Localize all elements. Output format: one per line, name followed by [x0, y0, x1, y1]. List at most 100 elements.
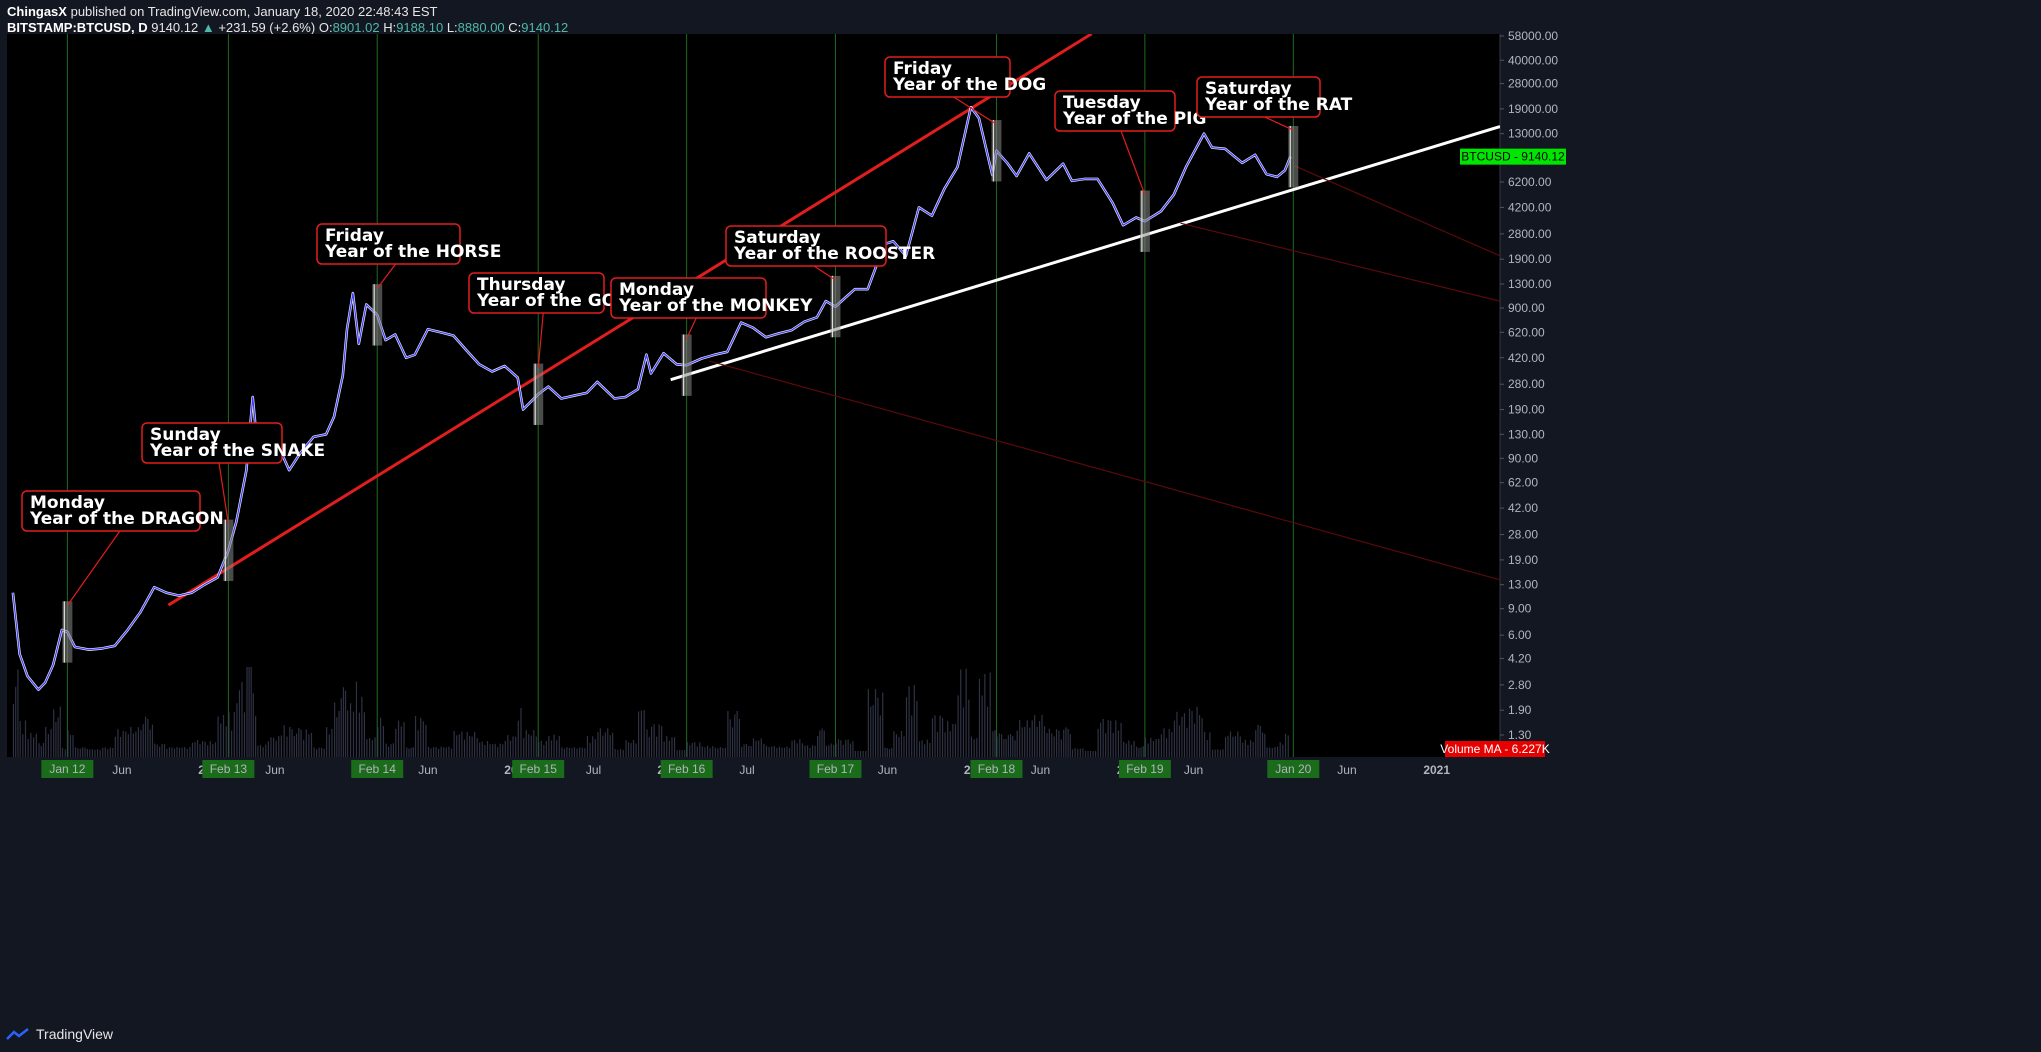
volume-bar	[714, 747, 716, 757]
new-year-marker-label: Feb 19	[1126, 762, 1164, 776]
volume-bar	[535, 736, 537, 757]
volume-bar	[666, 735, 668, 757]
volume-bar	[1217, 749, 1219, 757]
volume-bar	[275, 740, 277, 757]
volume-bar	[870, 706, 872, 757]
volume-bar	[538, 742, 540, 757]
volume-bar	[840, 740, 842, 757]
volume-bar	[540, 740, 542, 757]
close-value: 9140.12	[521, 20, 569, 35]
volume-bar	[163, 744, 166, 757]
volume-bar	[194, 742, 196, 757]
volume-bar	[1269, 747, 1271, 757]
volume-bar	[40, 745, 42, 757]
volume-bar	[417, 730, 419, 757]
volume-bar	[835, 743, 837, 757]
volume-bar	[691, 742, 693, 757]
volume-bar	[981, 695, 983, 757]
volume-bar	[558, 736, 560, 757]
volume-bar	[602, 735, 604, 757]
volume-bar	[497, 747, 499, 757]
volume-bar	[849, 743, 852, 757]
volume-bar	[929, 742, 931, 757]
x-tick-label: Jul	[586, 763, 601, 777]
volume-bar	[801, 743, 804, 757]
volume-badge	[1445, 741, 1545, 757]
volume-bar	[212, 744, 214, 757]
volume-bar	[686, 741, 688, 757]
volume-bar	[466, 732, 468, 757]
volume-bar	[1191, 710, 1193, 757]
volume-bar	[214, 742, 217, 757]
volume-bar	[877, 697, 879, 757]
callout-day: Saturday	[1205, 79, 1292, 99]
volume-bar	[676, 750, 678, 757]
callout-pointer	[66, 530, 121, 606]
volume-bar	[589, 742, 591, 757]
volume-bar	[783, 747, 786, 757]
volume-bar	[1055, 729, 1058, 757]
volume-bar	[30, 732, 32, 757]
volume-bar	[704, 747, 706, 757]
volume-bar	[1271, 748, 1273, 757]
author-name[interactable]: ChingasX	[7, 4, 67, 19]
volume-bar	[617, 749, 619, 757]
callout-pointer	[953, 96, 997, 125]
volume-bar	[504, 740, 506, 757]
volume-bar	[1140, 747, 1142, 757]
volume-bar	[1186, 727, 1188, 757]
volume-bar	[119, 736, 122, 757]
volume-bar	[968, 699, 970, 757]
y-tick-label: 28000.00	[1508, 77, 1558, 91]
volume-bar	[970, 736, 973, 757]
y-tick-label: 280.00	[1508, 377, 1545, 391]
volume-bar	[347, 710, 349, 757]
volume-bar	[586, 735, 589, 757]
y-tick-label: 4200.00	[1508, 200, 1552, 214]
volume-bar	[755, 740, 757, 757]
symbol-label[interactable]: BITSTAMP:BTCUSD, D	[7, 20, 148, 35]
volume-bar	[847, 739, 849, 757]
open-value: 8901.02	[332, 20, 380, 35]
volume-bar	[217, 716, 219, 757]
volume-bar	[67, 730, 69, 757]
volume-bar	[926, 739, 928, 757]
volume-bar	[77, 748, 79, 757]
low-value: 8880.00	[457, 20, 505, 35]
volume-bar	[79, 748, 81, 757]
trendline-darkred	[1180, 222, 1500, 302]
publish-info: published on TradingView.com, January 18…	[70, 4, 438, 19]
callout-day: Friday	[325, 226, 384, 246]
volume-bar	[228, 712, 230, 757]
volume-bar	[499, 743, 501, 757]
volume-bar	[874, 688, 877, 757]
volume-bar	[1252, 741, 1254, 757]
volume-bar	[1181, 716, 1183, 757]
volume-bar	[523, 738, 525, 757]
volume-bar	[430, 748, 432, 757]
volume-bar	[270, 737, 272, 757]
volume-bar	[458, 734, 460, 757]
volume-bar	[650, 726, 653, 757]
volume-bar	[397, 720, 400, 757]
volume-bar	[553, 734, 555, 757]
volume-bar	[921, 740, 923, 757]
volume-bar	[1048, 728, 1050, 757]
up-arrow-icon: ▲	[201, 20, 215, 35]
volume-bar	[22, 734, 24, 757]
volume-bar	[908, 686, 910, 757]
volume-bar	[293, 736, 295, 757]
volume-bar	[752, 738, 755, 757]
volume-bar	[1107, 720, 1109, 757]
x-tick-label: Jun	[112, 763, 131, 777]
volume-bar	[1074, 748, 1076, 757]
volume-bar	[614, 749, 616, 757]
volume-bar	[443, 747, 445, 757]
volume-bar	[1133, 740, 1135, 757]
volume-bar	[727, 711, 729, 757]
tradingview-logo[interactable]: TradingView	[6, 1026, 113, 1042]
y-tick-label: 1300.00	[1508, 277, 1552, 291]
new-year-marker-label: Jan 20	[1275, 762, 1311, 776]
volume-bar	[821, 728, 823, 757]
